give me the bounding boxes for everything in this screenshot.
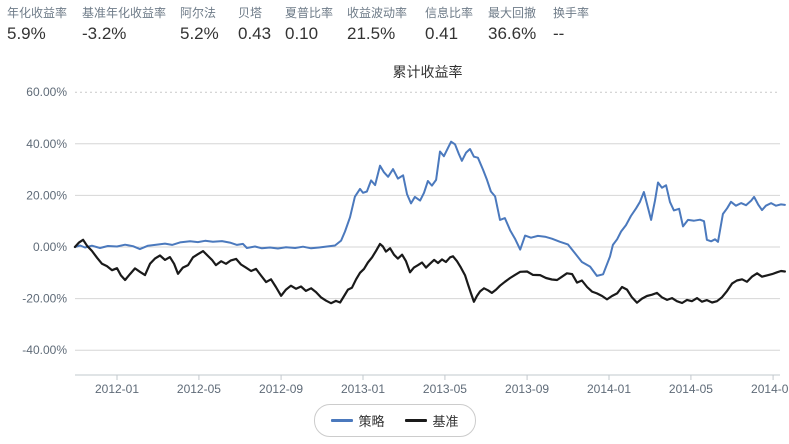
y-axis-tick-label: 0.00% — [33, 240, 67, 254]
chart-legend: 策略 基准 — [313, 404, 476, 437]
stat-value: -3.2% — [82, 24, 127, 43]
stat-label: 最大回撤 — [488, 6, 537, 20]
stat-value: 5.9% — [7, 24, 46, 43]
stat-label: 收益波动率 — [347, 6, 408, 20]
legend-item[interactable]: 基准 — [404, 411, 459, 430]
y-axis-tick-label: 60.00% — [26, 85, 67, 99]
stat-label: 年化收益率 — [7, 6, 68, 20]
legend-label: 策略 — [358, 414, 385, 429]
benchmark-line — [73, 238, 787, 305]
y-axis-tick-label: 40.00% — [26, 137, 67, 151]
stat-label: 夏普比率 — [285, 6, 334, 20]
stat-label: 换手率 — [553, 6, 590, 20]
stat-item: 贝塔 0.43 — [238, 6, 285, 46]
stat-value: 0.41 — [425, 24, 459, 43]
stat-item: 信息比率 0.41 — [425, 6, 488, 46]
stats-bar: 年化收益率 5.9% 基准年化收益率 -3.2% 阿尔法 5.2% 贝塔 0.4… — [7, 6, 789, 46]
legend-label: 基准 — [432, 414, 459, 429]
stat-item: 阿尔法 5.2% — [180, 6, 238, 46]
stat-item: 最大回撤 36.6% — [488, 6, 553, 46]
stat-item: 夏普比率 0.10 — [285, 6, 347, 46]
y-axis-tick-label: 20.00% — [26, 188, 67, 202]
stat-value: -- — [553, 24, 565, 43]
stat-value: 0.43 — [238, 24, 272, 43]
strategy-line — [73, 140, 786, 277]
y-axis-tick-label: -40.00% — [22, 343, 67, 357]
x-axis-tick-label: 2014-01 — [587, 382, 631, 396]
stat-label: 信息比率 — [425, 6, 474, 20]
stat-label: 基准年化收益率 — [82, 6, 167, 20]
legend-item[interactable]: 策略 — [330, 411, 385, 430]
stat-value: 21.5% — [347, 24, 396, 43]
chart-title: 累计收益率 — [392, 64, 463, 80]
stat-item: 换手率 -- — [553, 6, 613, 46]
stat-item: 收益波动率 21.5% — [347, 6, 425, 46]
x-axis-tick-label: 2012-09 — [259, 382, 303, 396]
legend-line-swatch-icon — [330, 419, 353, 422]
stat-value: 0.10 — [285, 24, 319, 43]
stat-item: 基准年化收益率 -3.2% — [82, 6, 180, 46]
x-axis-tick-label: 2013-09 — [505, 382, 549, 396]
stat-value: 36.6% — [488, 24, 537, 43]
x-axis-tick-label: 2013-05 — [423, 382, 467, 396]
stat-value: 5.2% — [180, 24, 219, 43]
stat-item: 年化收益率 5.9% — [7, 6, 82, 46]
x-axis-tick-label: 2014-09 — [751, 382, 789, 396]
x-axis-tick-label: 2012-05 — [177, 382, 221, 396]
y-axis-tick-label: -20.00% — [22, 292, 67, 306]
x-axis-tick-label: 2013-01 — [341, 382, 385, 396]
x-axis-tick-label: 2014-05 — [669, 382, 713, 396]
legend-line-swatch-icon — [404, 419, 427, 422]
stat-label: 贝塔 — [238, 6, 263, 20]
x-axis-tick-label: 2012-01 — [95, 382, 139, 396]
stat-label: 阿尔法 — [180, 6, 217, 20]
